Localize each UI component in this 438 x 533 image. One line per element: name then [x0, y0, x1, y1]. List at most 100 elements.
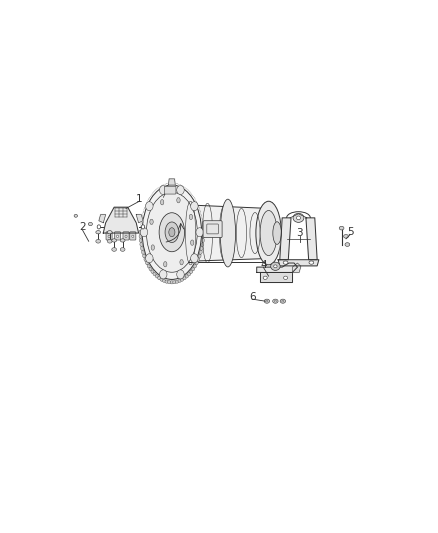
Ellipse shape [125, 235, 127, 238]
Ellipse shape [141, 225, 145, 229]
Ellipse shape [140, 228, 148, 237]
Ellipse shape [273, 222, 281, 244]
Ellipse shape [280, 299, 286, 303]
Ellipse shape [151, 270, 154, 273]
Ellipse shape [141, 251, 145, 254]
Ellipse shape [256, 201, 281, 265]
Ellipse shape [344, 235, 348, 238]
Ellipse shape [88, 222, 92, 225]
Ellipse shape [159, 185, 167, 195]
FancyBboxPatch shape [123, 232, 129, 240]
Ellipse shape [144, 257, 147, 262]
Ellipse shape [183, 277, 186, 280]
Ellipse shape [132, 235, 134, 238]
FancyBboxPatch shape [164, 186, 176, 194]
Ellipse shape [195, 261, 198, 265]
Ellipse shape [293, 213, 304, 222]
Ellipse shape [158, 277, 161, 280]
Ellipse shape [139, 238, 142, 243]
Ellipse shape [191, 254, 198, 263]
Ellipse shape [169, 228, 175, 237]
Ellipse shape [263, 276, 267, 279]
Ellipse shape [345, 243, 350, 246]
Ellipse shape [273, 299, 278, 303]
Ellipse shape [283, 261, 288, 264]
Ellipse shape [74, 214, 78, 217]
Text: 6: 6 [249, 292, 256, 302]
Ellipse shape [282, 301, 284, 302]
FancyBboxPatch shape [106, 232, 112, 240]
Ellipse shape [108, 235, 110, 238]
Polygon shape [257, 263, 297, 272]
Polygon shape [103, 207, 138, 233]
Ellipse shape [175, 280, 179, 283]
Ellipse shape [153, 272, 156, 276]
Ellipse shape [202, 235, 205, 238]
Ellipse shape [97, 225, 101, 229]
Ellipse shape [170, 281, 173, 284]
Ellipse shape [149, 267, 152, 271]
Ellipse shape [147, 264, 150, 268]
Ellipse shape [274, 301, 276, 302]
FancyBboxPatch shape [130, 232, 136, 240]
Ellipse shape [163, 262, 167, 267]
Polygon shape [306, 218, 317, 260]
Ellipse shape [173, 280, 176, 284]
Ellipse shape [112, 248, 117, 252]
Ellipse shape [155, 274, 159, 278]
Ellipse shape [201, 243, 204, 247]
Polygon shape [260, 272, 293, 282]
Ellipse shape [177, 270, 184, 279]
Ellipse shape [168, 280, 171, 284]
Ellipse shape [194, 264, 197, 268]
Polygon shape [280, 218, 291, 260]
Ellipse shape [339, 227, 344, 230]
Ellipse shape [162, 279, 166, 282]
Ellipse shape [146, 192, 197, 272]
Ellipse shape [199, 251, 202, 254]
Ellipse shape [191, 201, 198, 211]
Ellipse shape [139, 230, 141, 235]
Ellipse shape [200, 246, 203, 251]
Ellipse shape [142, 185, 201, 279]
Ellipse shape [139, 235, 142, 238]
Ellipse shape [160, 278, 163, 281]
Ellipse shape [165, 222, 179, 243]
Ellipse shape [107, 231, 112, 234]
Ellipse shape [112, 239, 117, 242]
Ellipse shape [309, 261, 314, 264]
Ellipse shape [120, 239, 125, 242]
Polygon shape [99, 215, 106, 223]
Ellipse shape [177, 185, 184, 195]
Ellipse shape [151, 245, 155, 250]
Ellipse shape [198, 254, 201, 258]
Ellipse shape [150, 219, 153, 224]
Polygon shape [136, 215, 143, 223]
Ellipse shape [178, 279, 181, 282]
Ellipse shape [266, 301, 268, 302]
Text: 5: 5 [347, 227, 353, 237]
Ellipse shape [140, 243, 143, 247]
Ellipse shape [197, 257, 200, 262]
Polygon shape [173, 204, 268, 262]
Ellipse shape [264, 299, 270, 303]
Text: 1: 1 [136, 193, 142, 204]
Ellipse shape [185, 274, 188, 278]
Ellipse shape [260, 211, 277, 256]
Ellipse shape [220, 199, 236, 267]
Ellipse shape [159, 213, 184, 252]
Ellipse shape [177, 198, 180, 203]
Text: 3: 3 [297, 228, 303, 238]
Ellipse shape [297, 216, 300, 220]
Text: 4: 4 [260, 260, 267, 270]
FancyBboxPatch shape [203, 221, 222, 238]
Ellipse shape [107, 239, 112, 243]
Ellipse shape [96, 231, 101, 234]
Ellipse shape [190, 270, 193, 273]
Ellipse shape [96, 239, 101, 243]
Ellipse shape [159, 270, 167, 279]
Ellipse shape [117, 235, 119, 238]
Ellipse shape [120, 248, 125, 252]
Polygon shape [278, 260, 319, 266]
Ellipse shape [196, 228, 203, 237]
